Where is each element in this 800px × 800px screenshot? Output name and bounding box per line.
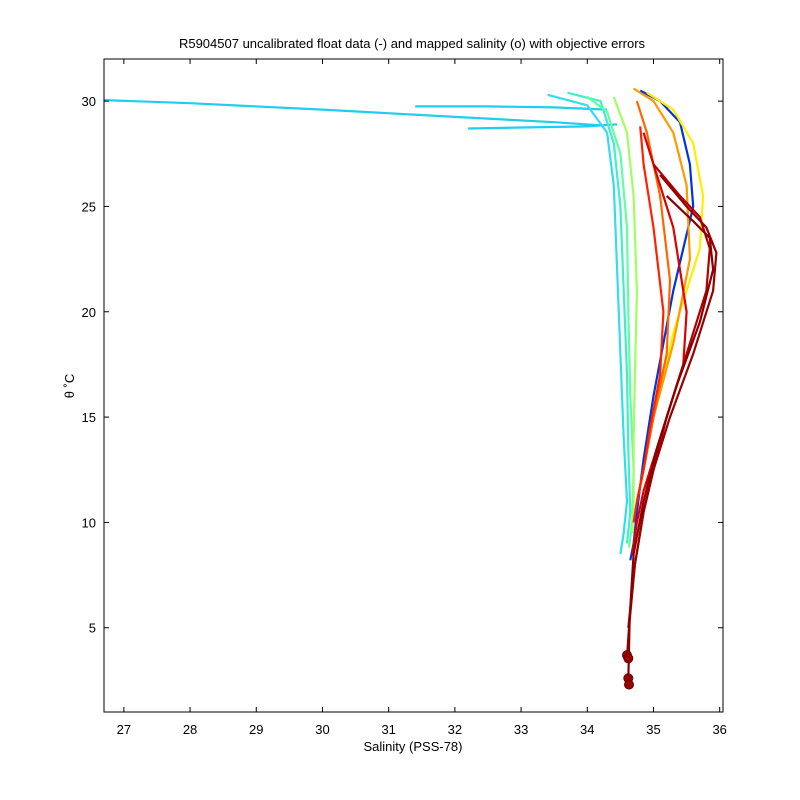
x-axis: 27 28 29 30 31 32 33 34 35 36 [117,59,727,737]
series-line-4 [547,93,629,555]
y-axis: 5 10 15 20 25 30 [82,94,723,636]
series-line-1 [103,99,601,127]
marker-layer [622,650,634,690]
x-tick-label: 30 [315,722,329,737]
x-tick-label: 32 [448,722,462,737]
series-line-12 [632,126,665,523]
y-axis-label: θ ˚C [62,374,77,399]
series-line-16 [627,195,715,681]
y-tick-label: 20 [82,305,96,320]
series-line-2 [415,105,608,111]
x-tick-label: 36 [712,722,726,737]
x-tick-label: 33 [514,722,528,737]
series-line-5 [567,91,632,544]
mapped-salinity-marker-4 [624,679,634,690]
x-axis-label: Salinity (PSS-78) [364,739,463,754]
series-line-7 [612,96,639,534]
chart-title: R5904507 uncalibrated float data (-) and… [179,36,646,51]
x-tick-label: 31 [381,722,395,737]
x-tick-label: 29 [249,722,263,737]
x-tick-label: 35 [646,722,660,737]
y-tick-label: 15 [82,410,96,425]
series-line-15 [625,174,718,658]
x-tick-label: 27 [117,722,131,737]
plot-frame [103,58,724,713]
x-tick-label: 28 [183,722,197,737]
y-tick-label: 25 [82,199,96,214]
y-tick-label: 5 [89,621,96,636]
series-layer [103,87,718,681]
y-tick-label: 30 [82,94,96,109]
series-line-14 [627,163,711,628]
y-tick-label: 10 [82,515,96,530]
mapped-salinity-marker-2 [623,653,634,664]
x-tick-label: 34 [580,722,594,737]
series-line-3 [468,123,618,130]
